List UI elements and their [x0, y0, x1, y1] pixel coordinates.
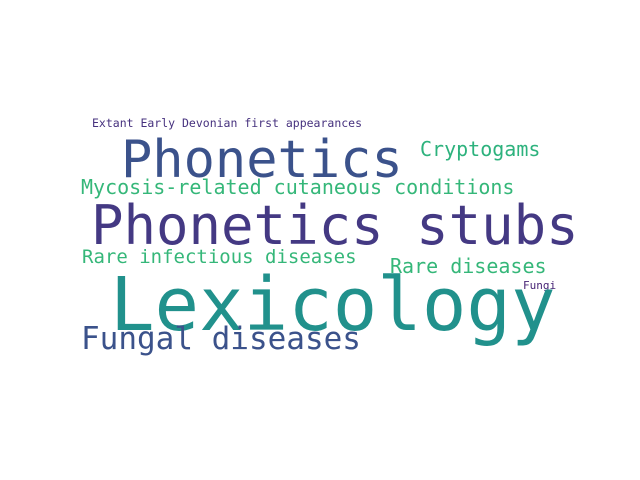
word-fungi: Fungi — [523, 279, 557, 292]
word-extant-early-devonian: Extant Early Devonian first appearances — [92, 116, 363, 130]
word-lexicology: Lexicology — [110, 262, 556, 348]
word-mycosis-related: Mycosis-related cutaneous conditions — [81, 175, 515, 199]
word-rare-infectious-diseases: Rare infectious diseases — [82, 246, 357, 268]
word-cryptogams: Cryptogams — [420, 137, 541, 161]
word-phonetics: Phonetics — [121, 130, 403, 190]
word-phonetics-stubs: Phonetics stubs — [91, 194, 579, 257]
word-rare-diseases: Rare diseases — [390, 254, 547, 278]
word-fungal-diseases: Fungal diseases — [81, 321, 361, 357]
